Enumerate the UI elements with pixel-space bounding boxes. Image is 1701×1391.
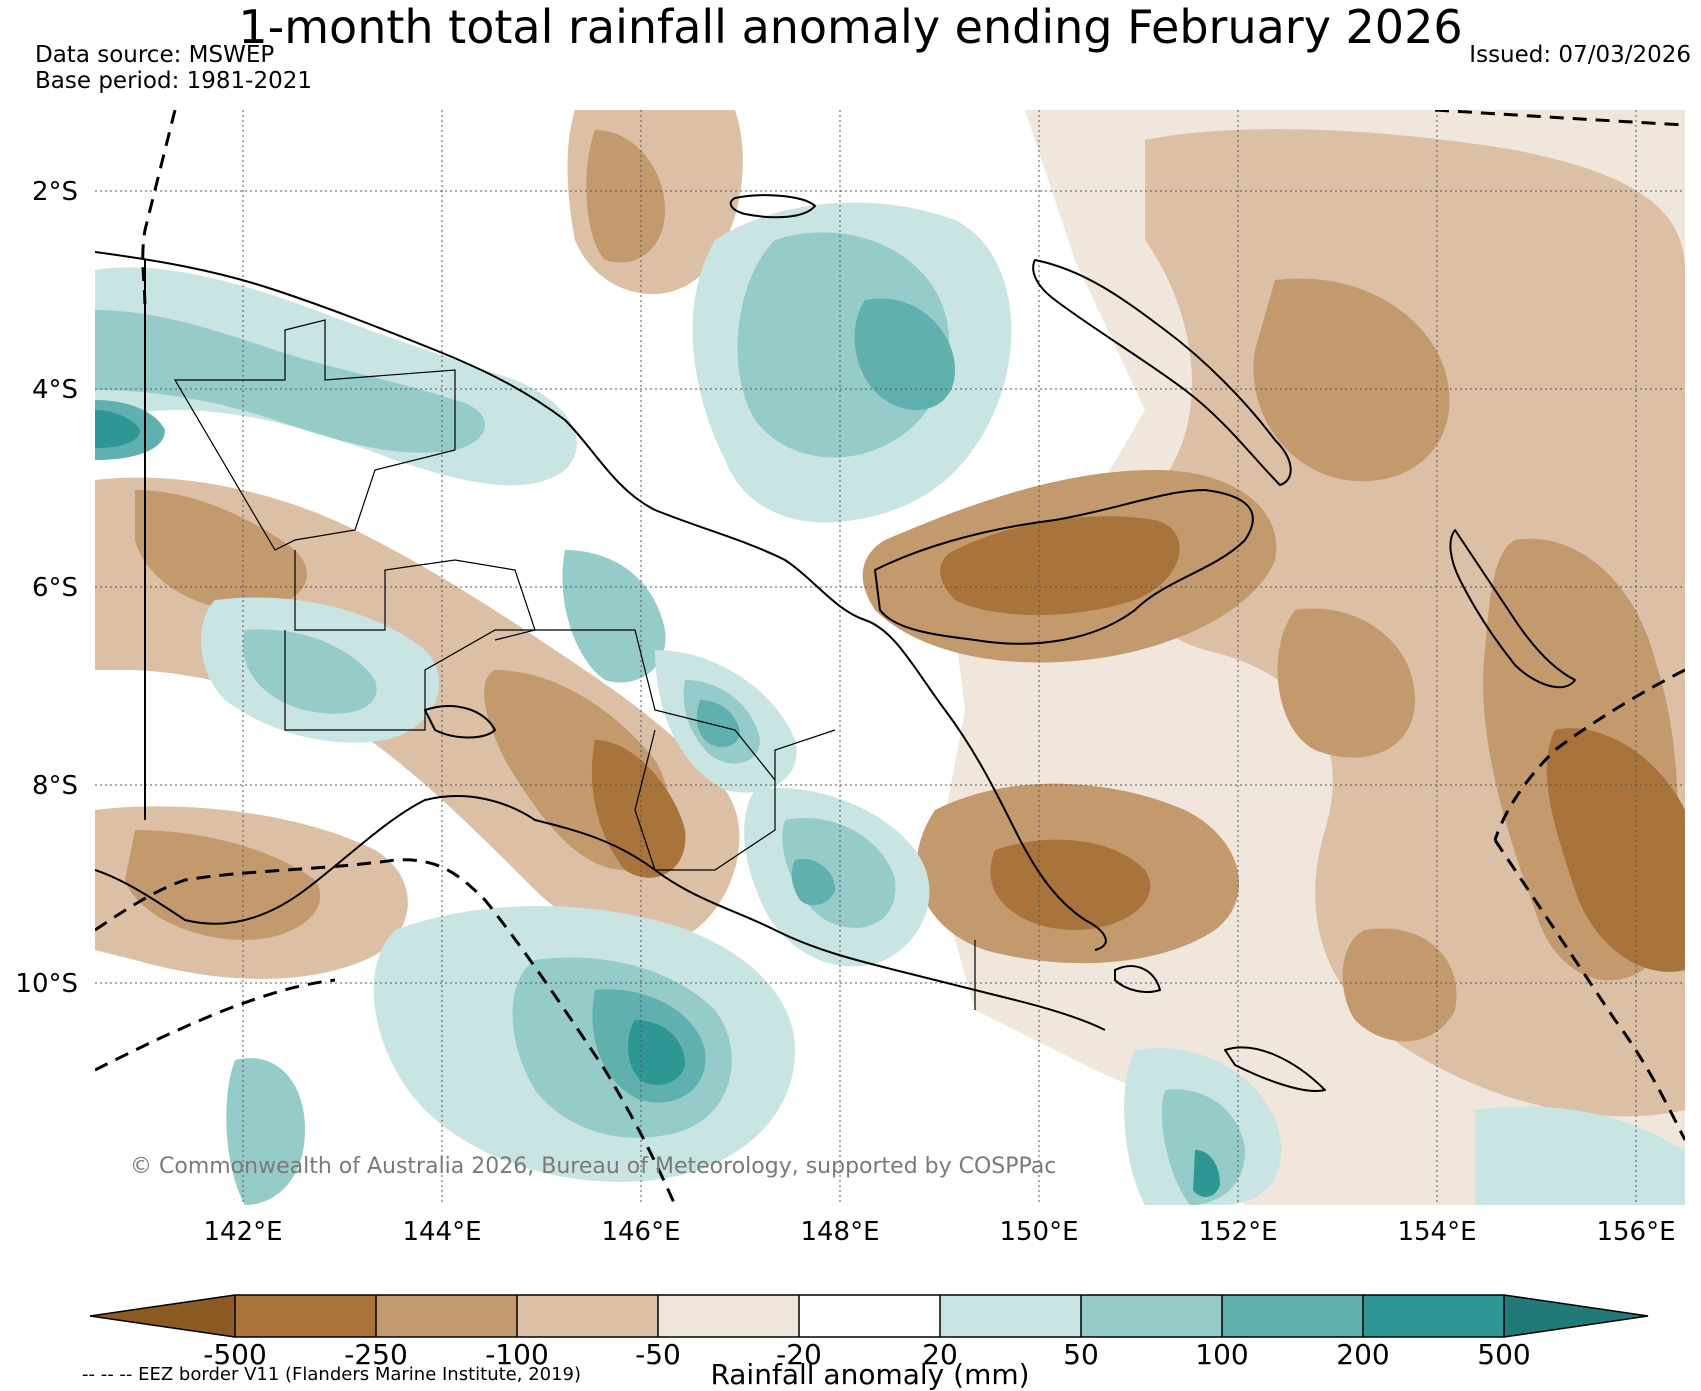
issued-date: Issued: 07/03/2026 xyxy=(1469,42,1691,68)
lat-label-8s: 8°S xyxy=(31,771,78,801)
lon-label-156e: 156°E xyxy=(1596,1217,1676,1247)
colorbar-tick-m500: -500 xyxy=(203,1338,267,1371)
data-source-text: Data source: MSWEP xyxy=(35,42,275,68)
lat-label-4s: 4°S xyxy=(31,375,78,405)
colorbar-tick-m100: -100 xyxy=(485,1338,549,1371)
lon-label-146e: 146°E xyxy=(601,1217,681,1247)
colorbar-label: Rainfall anomaly (mm) xyxy=(710,1358,1030,1391)
lon-label-142e: 142°E xyxy=(203,1217,283,1247)
colorbar xyxy=(90,1294,1649,1338)
lon-label-148e: 148°E xyxy=(800,1217,880,1247)
lon-label-152e: 152°E xyxy=(1198,1217,1278,1247)
colorbar-bin-20-50 xyxy=(940,1295,1081,1337)
colorbar-tick-500: 500 xyxy=(1477,1338,1531,1371)
map-title: 1-month total rainfall anomaly ending Fe… xyxy=(238,0,1463,54)
lat-label-6s: 6°S xyxy=(31,573,78,603)
colorbar-bin-100-200 xyxy=(1222,1295,1363,1337)
colorbar-tick-50: 50 xyxy=(1063,1338,1099,1371)
colorbar-bin-m20-20 xyxy=(799,1295,940,1337)
colorbar-bin-200-500 xyxy=(1363,1295,1504,1337)
base-period-text: Base period: 1981-2021 xyxy=(35,68,313,94)
colorbar-bin-m250-m100 xyxy=(376,1295,517,1337)
data-source-block: Data source: MSWEP Base period: 1981-202… xyxy=(35,42,312,94)
colorbar-tick-m20: -20 xyxy=(776,1338,822,1371)
colorbar-bin-m50-m20 xyxy=(658,1295,799,1337)
lon-label-144e: 144°E xyxy=(402,1217,482,1247)
colorbar-tick-m250: -250 xyxy=(344,1338,408,1371)
colorbar-extend-high xyxy=(1504,1295,1648,1337)
colorbar-extend-low xyxy=(90,1295,235,1337)
colorbar-tick-100: 100 xyxy=(1195,1338,1249,1371)
colorbar-bin-50-100 xyxy=(1081,1295,1222,1337)
colorbar-tick-m50: -50 xyxy=(635,1338,681,1371)
lat-label-2s: 2°S xyxy=(31,177,78,207)
colorbar-bin-m100-m50 xyxy=(517,1295,658,1337)
eez-border-note: -- -- -- EEZ border V11 (Flanders Marine… xyxy=(82,1364,582,1385)
map-canvas xyxy=(95,110,1685,1205)
lon-label-154e: 154°E xyxy=(1397,1217,1477,1247)
lon-label-150e: 150°E xyxy=(999,1217,1079,1247)
colorbar-tick-200: 200 xyxy=(1336,1338,1390,1371)
lat-label-10s: 10°S xyxy=(15,969,78,999)
colorbar-bin-m500-m250 xyxy=(235,1295,376,1337)
colorbar-tick-20: 20 xyxy=(922,1338,958,1371)
rainfall-anomaly-map[interactable] xyxy=(95,110,1685,1205)
copyright-notice: © Commonwealth of Australia 2026, Bureau… xyxy=(130,1154,1057,1179)
